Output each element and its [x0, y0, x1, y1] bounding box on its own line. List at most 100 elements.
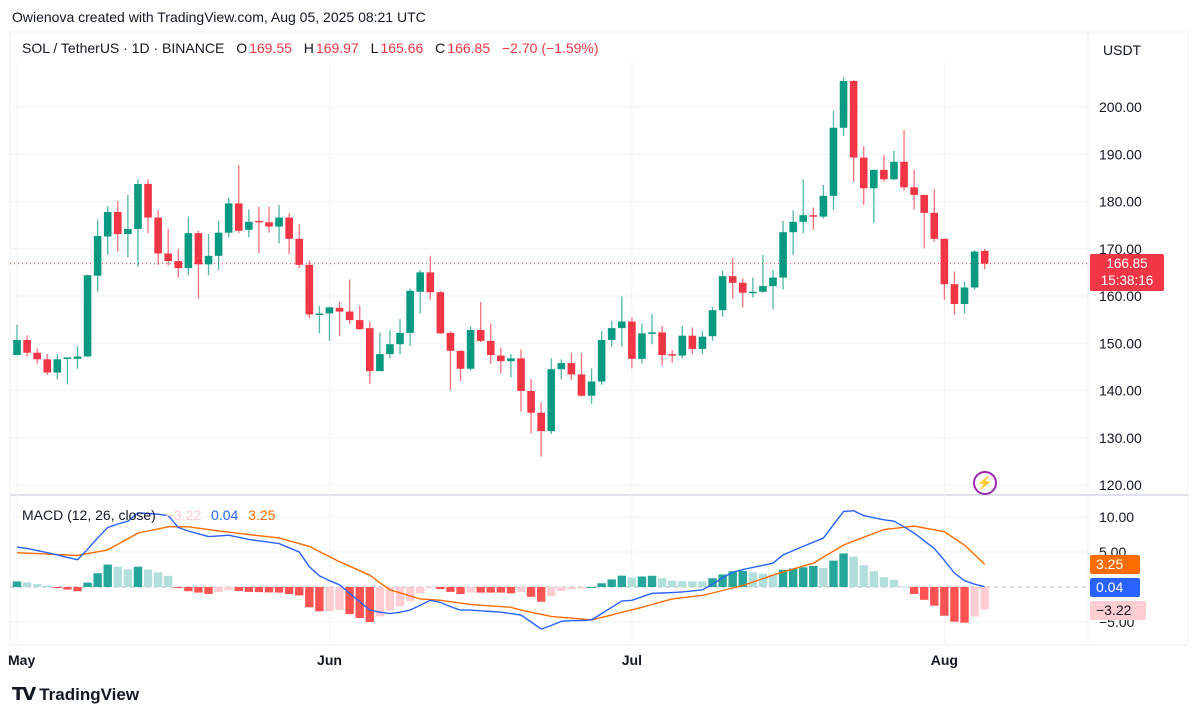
- candle-body: [305, 264, 314, 315]
- candle: [718, 270, 727, 317]
- candle: [376, 332, 384, 372]
- histogram-bar: [607, 579, 616, 587]
- candle: [779, 220, 787, 290]
- candle: [275, 204, 283, 244]
- time-axis-label: Jun: [317, 652, 342, 668]
- candle: [950, 271, 959, 315]
- candle-body: [749, 291, 757, 294]
- candle-body: [497, 355, 505, 362]
- candle-body: [396, 332, 404, 345]
- candle-body: [527, 390, 535, 413]
- candle: [73, 346, 82, 369]
- histogram-bar: [436, 587, 445, 590]
- candle-body: [265, 222, 273, 227]
- candle: [728, 257, 737, 299]
- candle: [930, 189, 939, 242]
- histogram-bar: [204, 587, 213, 594]
- tradingview-logo[interactable]: 𝗧𝗩 TradingView: [12, 684, 139, 705]
- histogram-bar: [597, 583, 606, 587]
- histogram-bar: [254, 587, 264, 593]
- price-axis-label: 140.00: [1099, 383, 1142, 399]
- candle: [325, 306, 334, 341]
- open-value: 169.55: [249, 40, 292, 56]
- histogram-bar: [385, 587, 395, 611]
- histogram-bar: [627, 577, 637, 587]
- candle-body: [43, 359, 52, 373]
- histogram-bar: [819, 567, 828, 587]
- candle-body: [446, 332, 455, 351]
- candle: [880, 155, 888, 182]
- histogram-bar: [678, 581, 687, 587]
- histogram-bar: [446, 587, 455, 592]
- histogram-bar: [295, 587, 304, 596]
- candle-body: [315, 313, 324, 315]
- candle-body: [406, 290, 414, 333]
- candle: [366, 321, 374, 384]
- low-value: 165.66: [380, 40, 424, 56]
- histogram-bar: [536, 587, 546, 602]
- symbol-title[interactable]: SOL / TetherUS · 1D · BINANCE: [22, 40, 225, 56]
- candle-body: [769, 277, 777, 287]
- candle-body: [285, 217, 293, 239]
- candle: [345, 279, 354, 324]
- currency-button[interactable]: USDT: [1103, 42, 1142, 58]
- candle-body: [587, 381, 596, 396]
- macd-legend: MACD (12, 26, close) −3.22 0.04 3.25: [22, 507, 275, 523]
- candle-body: [880, 169, 888, 180]
- high-label: H: [303, 40, 314, 56]
- candle-body: [355, 320, 364, 330]
- candle: [456, 350, 465, 382]
- high-value: 169.97: [315, 40, 359, 56]
- histogram-bar: [567, 587, 576, 590]
- histogram-bar: [426, 587, 435, 588]
- candle-body: [184, 233, 193, 269]
- histogram-bar: [43, 585, 52, 587]
- candle: [476, 302, 485, 343]
- candle: [799, 179, 808, 234]
- candle: [658, 325, 666, 366]
- chart-credit: Owienova created with TradingView.com, A…: [12, 9, 426, 25]
- candle: [547, 358, 556, 434]
- macd-title[interactable]: MACD (12, 26, close): [22, 507, 156, 523]
- candle-body: [668, 354, 676, 356]
- candle: [335, 301, 344, 337]
- histogram-bar: [345, 587, 354, 615]
- candle: [970, 250, 979, 290]
- candle-body: [466, 330, 475, 369]
- candle: [940, 238, 949, 300]
- candle: [597, 330, 606, 385]
- signal-badge: 3.25: [1090, 555, 1140, 574]
- macd-hist-value: −3.22: [165, 507, 202, 523]
- histogram-bar: [93, 573, 102, 587]
- candle: [355, 305, 364, 331]
- histogram-bar: [809, 566, 818, 587]
- candle: [43, 354, 52, 375]
- candle: [688, 327, 697, 355]
- time-axis-label: Aug: [931, 652, 958, 668]
- histogram-bar: [12, 581, 22, 587]
- histogram-bar: [405, 587, 415, 602]
- lightning-icon[interactable]: ⚡: [973, 471, 997, 495]
- histogram-bar: [557, 587, 566, 591]
- histogram-bar: [778, 569, 788, 587]
- histogram-bar: [849, 556, 858, 587]
- histogram-bar: [708, 578, 717, 587]
- histogram-bar: [32, 583, 42, 587]
- candle: [809, 207, 818, 230]
- histogram-bar: [799, 567, 808, 587]
- histogram-bar: [506, 587, 516, 594]
- candle-body: [13, 339, 21, 356]
- candle-body: [839, 81, 848, 128]
- histogram-badge: −3.22: [1090, 601, 1146, 620]
- candle-body: [618, 321, 626, 329]
- candle-body: [567, 363, 576, 375]
- candle: [134, 179, 142, 267]
- histogram-bar: [909, 587, 919, 594]
- candle-body: [83, 275, 92, 357]
- histogram-bar: [617, 575, 626, 587]
- candle-body: [859, 157, 868, 189]
- candle: [859, 146, 868, 205]
- candle-body: [799, 215, 808, 222]
- candle-body: [517, 358, 525, 391]
